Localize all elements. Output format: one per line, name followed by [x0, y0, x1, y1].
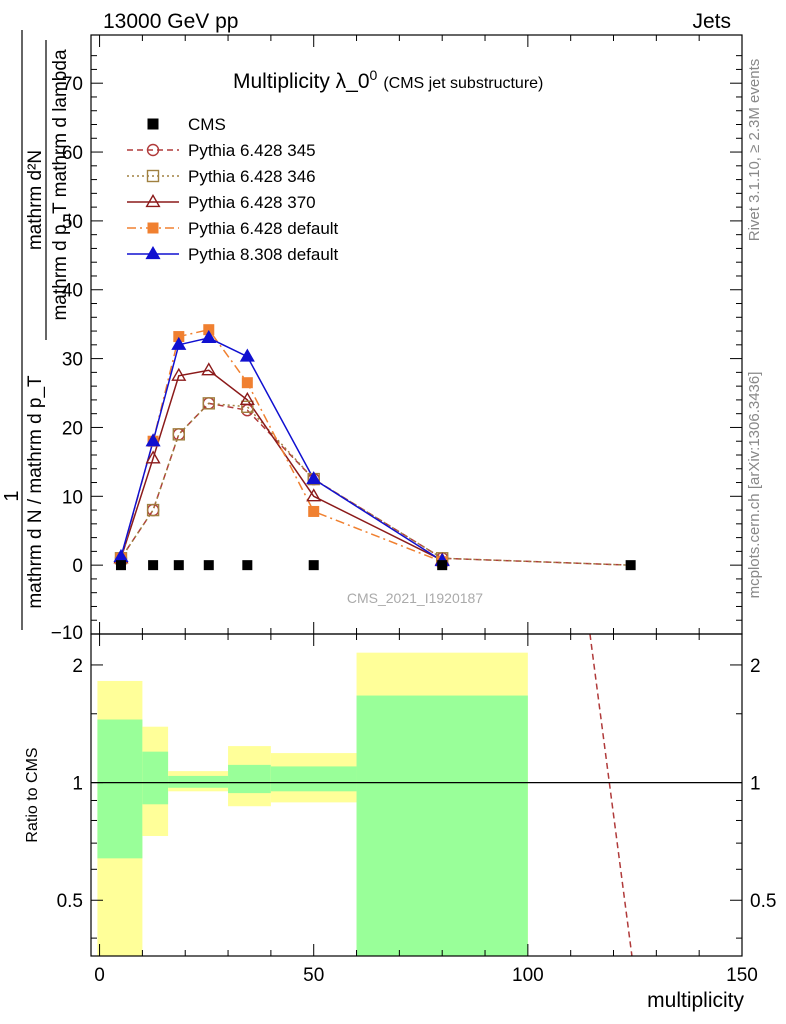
ratio-plot: 0 50 100 150 0.5 0.5 1 1 2 2: [57, 633, 776, 986]
ratio-y-tick-label-right: 1: [750, 774, 761, 795]
data-point: [147, 118, 159, 130]
data-point: [308, 560, 319, 571]
main-y-tick-label: 10: [62, 487, 83, 508]
data-point: [241, 400, 254, 413]
ratio-band-inner: [142, 751, 169, 805]
legend-label: Pythia 6.428 345: [188, 141, 316, 160]
data-point: [239, 391, 255, 406]
data-point: [146, 503, 160, 517]
ylabel-outer-bottom: mathrm d N / mathrm d p_T: [25, 375, 46, 609]
data-point: [147, 222, 159, 234]
ratio-ylabel: Ratio to CMS: [24, 747, 41, 842]
header-left: 13000 GeV pp: [103, 10, 238, 33]
series-markers: [113, 362, 450, 566]
ylabel-bottom: mathrm d p_T mathrm d lambda: [50, 49, 71, 320]
data-point: [146, 143, 160, 157]
legend-label: Pythia 8.308 default: [188, 245, 339, 264]
data-point: [173, 560, 184, 571]
data-point: [172, 428, 185, 441]
ratio-y-tick-label-left: 2: [72, 656, 83, 677]
main-title: Multiplicity λ_00 (CMS jet substructure): [233, 67, 543, 93]
data-point: [306, 488, 322, 502]
ylabel-top: mathrm d²N: [25, 150, 46, 250]
legend-label: Pythia 6.428 370: [188, 193, 316, 212]
data-point: [145, 433, 161, 447]
ylabel-outer-top: 1: [1, 490, 23, 501]
data-point: [202, 397, 215, 410]
header-right: Jets: [692, 10, 731, 33]
data-point: [146, 503, 160, 517]
main-y-tick-label: 50: [62, 212, 83, 233]
data-point: [171, 367, 187, 381]
legend: CMS Pythia 6.428 345 Pythia 6.428 346 Pythi…: [127, 115, 339, 264]
ratio-band-inner: [270, 766, 357, 792]
series-line: [120, 402, 631, 566]
rivet-label: Rivet 3.1.10, ≥ 2.3M events: [746, 59, 763, 242]
ratio-x-tick-label: 0: [94, 965, 105, 986]
ratio-y-tick-label-right: 2: [750, 656, 761, 677]
data-point: [172, 428, 185, 441]
main-y-tick-label: 70: [62, 74, 83, 95]
series-line: [120, 328, 443, 563]
data-point: [145, 245, 161, 260]
data-point: [203, 560, 214, 571]
main-y-tick-label: 30: [62, 350, 83, 371]
data-point: [203, 324, 215, 336]
data-point: [146, 169, 160, 183]
ratio-plot-frame: [90, 633, 743, 957]
main-y-tick-label: 60: [62, 143, 83, 164]
ratio-x-tick-label: 50: [303, 965, 324, 986]
data-point: [306, 471, 322, 485]
series-line: [120, 369, 443, 562]
main-y-tick-label: 40: [62, 281, 83, 302]
main-title-text: Multiplicity λ_0: [233, 70, 370, 93]
data-point: [171, 336, 187, 350]
ratio-curve-line: [589, 633, 633, 957]
data-point: [437, 560, 448, 571]
main-y-tick-label-partial: −10: [51, 623, 83, 644]
ratio-x-tick-label: 100: [512, 965, 544, 986]
ratio-band-inner: [97, 719, 143, 859]
ratio-band-inner: [228, 764, 271, 794]
data-point: [241, 377, 253, 389]
legend-label: CMS: [188, 115, 226, 134]
data-point: [239, 348, 255, 362]
data-point: [308, 505, 320, 517]
main-title-sub: (CMS jet substructure): [383, 75, 543, 92]
cms-markers: [115, 560, 636, 571]
legend-label: Pythia 6.428 default: [188, 219, 339, 238]
ratio-band-inner: [168, 775, 229, 788]
watermark: CMS_2021_I1920187: [347, 590, 483, 606]
main-y-tick-label: 20: [62, 418, 83, 439]
ratio-y-tick-label-left: 1: [72, 774, 83, 795]
data-point: [145, 193, 161, 208]
ratio-y-tick-label-left: 0.5: [57, 891, 83, 912]
data-point: [148, 560, 159, 571]
data-point: [625, 560, 636, 571]
main-y-tick-label: 0: [72, 556, 83, 577]
ratio-x-tick-label: 150: [726, 965, 758, 986]
ratio-band-inner: [356, 695, 528, 956]
series-line: [120, 402, 631, 566]
data-point: [145, 450, 161, 464]
data-point: [173, 331, 185, 343]
main-title-sup: 0: [370, 67, 378, 83]
data-point: [201, 329, 217, 344]
data-point: [242, 560, 253, 571]
legend-label: Pythia 6.428 346: [188, 167, 316, 186]
ratio-y-tick-label-right: 0.5: [750, 891, 776, 912]
main-ylabel: 1 mathrm d N / mathrm d p_T mathrm d²N m…: [1, 30, 71, 630]
x-axis-label: multiplicity: [647, 989, 744, 1012]
data-point: [201, 362, 217, 376]
data-point: [115, 560, 126, 571]
mcplots-label: mcplots.cern.ch [arXiv:1306.3436]: [746, 372, 763, 599]
